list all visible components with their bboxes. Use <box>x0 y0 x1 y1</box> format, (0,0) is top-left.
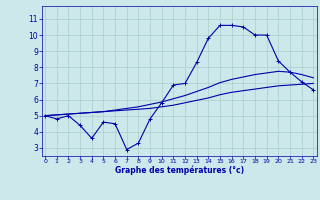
X-axis label: Graphe des températures (°c): Graphe des températures (°c) <box>115 166 244 175</box>
